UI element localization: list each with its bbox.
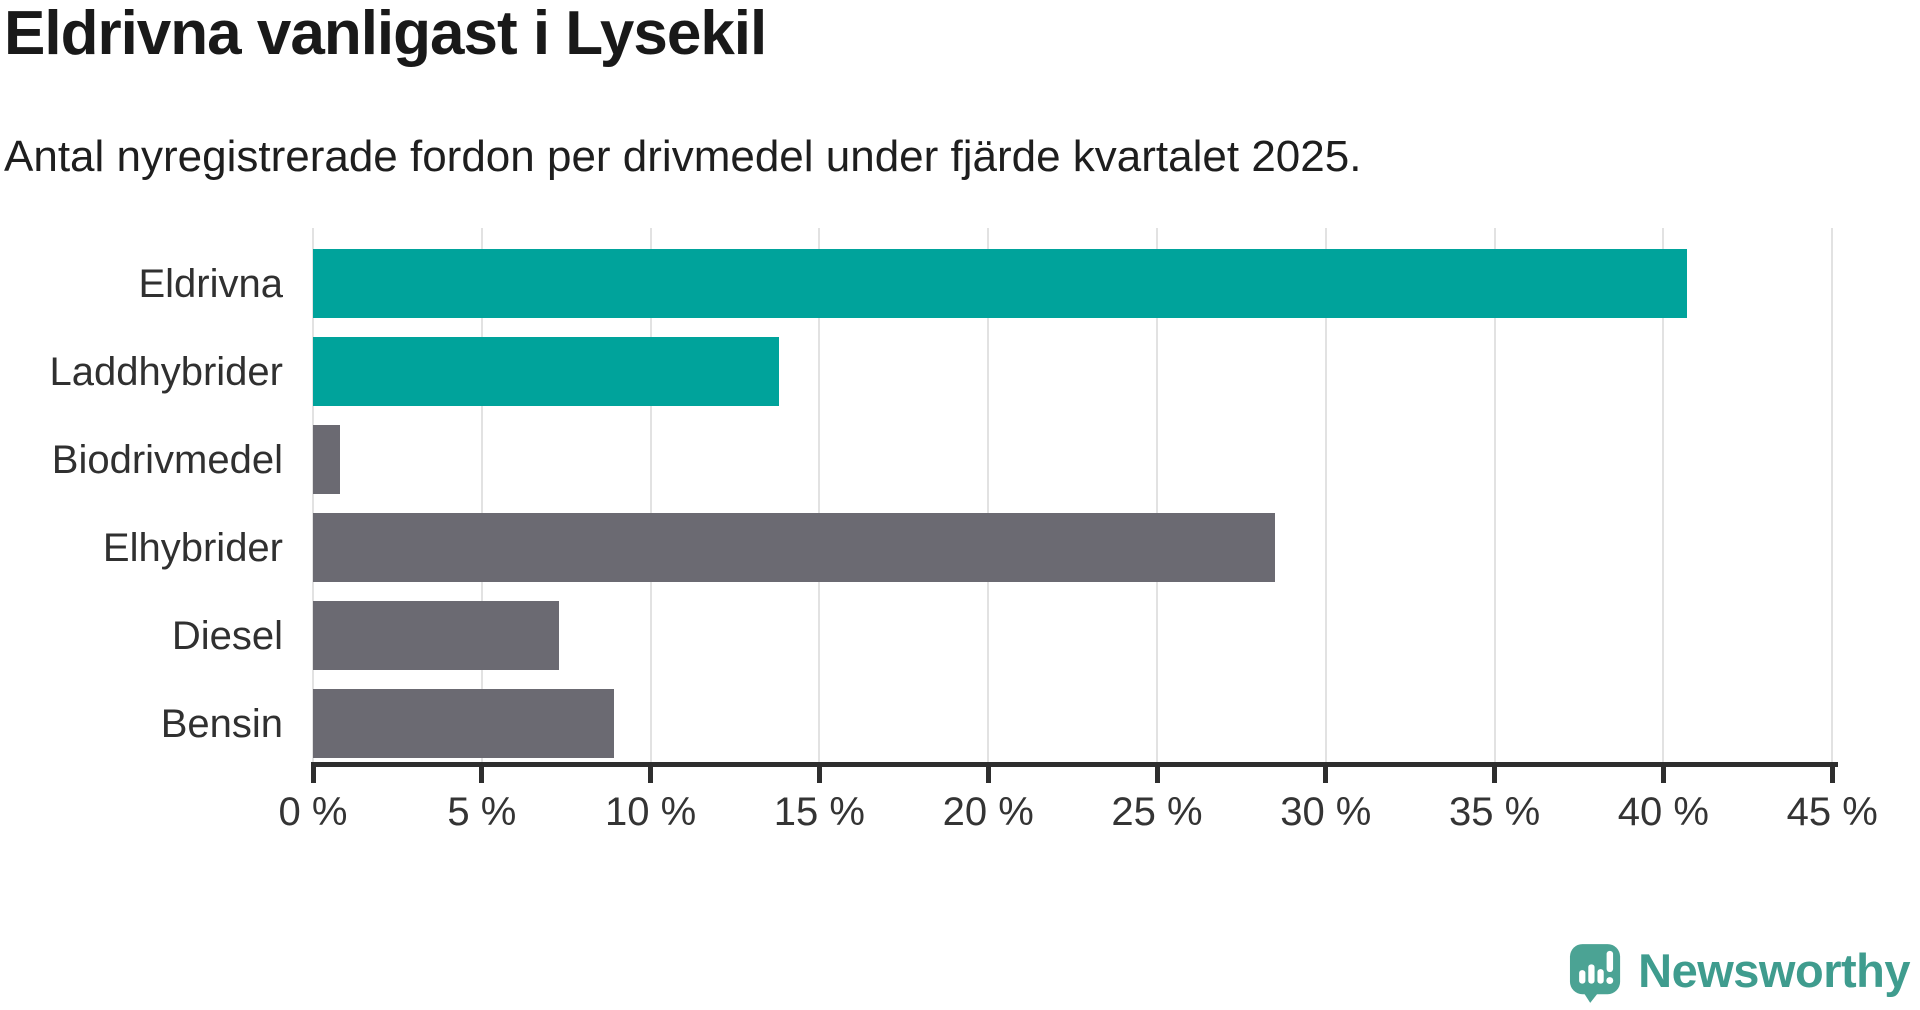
gridline: [480, 228, 483, 762]
category-label: Bensin: [160, 701, 283, 746]
gridline: [649, 228, 652, 762]
category-label: Elhybrider: [102, 525, 283, 570]
bar-elhybrider: [313, 513, 1276, 582]
gridline: [1324, 228, 1327, 762]
gridline: [1831, 228, 1834, 762]
x-tick-label: 35 %: [1449, 790, 1541, 834]
bar-biodrivmedel: [313, 425, 340, 494]
x-tick: [1660, 762, 1666, 783]
category-label: Eldrivna: [138, 261, 283, 306]
category-label: Biodrivmedel: [51, 437, 283, 482]
x-tick: [479, 762, 485, 783]
newsworthy-logo-text: Newsworthy: [1638, 944, 1910, 997]
gridline: [1493, 228, 1496, 762]
x-tick-label: 0 %: [278, 790, 348, 834]
category-label: Laddhybrider: [49, 349, 284, 394]
x-tick-label: 20 %: [942, 790, 1034, 834]
x-tick: [1492, 762, 1498, 783]
bar-diesel: [313, 601, 560, 670]
x-tick: [310, 762, 316, 783]
bar-eldrivna: [313, 249, 1687, 318]
chart-subtitle: Antal nyregistrerade fordon per drivmede…: [4, 132, 1362, 181]
gridline: [818, 228, 821, 762]
x-tick: [1154, 762, 1160, 783]
bar-bensin: [313, 689, 614, 758]
x-tick-label: 30 %: [1280, 790, 1372, 834]
x-tick: [648, 762, 654, 783]
x-tick-label: 15 %: [773, 790, 865, 834]
page-title: Eldrivna vanligast i Lysekil: [4, 0, 767, 68]
category-label: Diesel: [171, 613, 283, 658]
x-tick-label: 40 %: [1617, 790, 1709, 834]
x-tick: [1829, 762, 1835, 783]
x-tick-label: 45 %: [1786, 790, 1878, 834]
x-tick-label: 10 %: [605, 790, 697, 834]
x-tick-label: 25 %: [1111, 790, 1203, 834]
newsworthy-logo-icon: [1570, 944, 1621, 1003]
gridline: [1662, 228, 1665, 762]
x-axis-line: [311, 762, 1838, 767]
x-tick: [985, 762, 991, 783]
gridline: [1156, 228, 1158, 762]
newsworthy-logo: Newsworthy: [1569, 943, 1910, 1004]
gridline: [312, 228, 314, 762]
x-tick: [1323, 762, 1329, 783]
bar-laddhybrider: [313, 337, 779, 406]
x-tick: [816, 762, 822, 783]
plot-area: [312, 228, 1834, 762]
gridline: [987, 228, 990, 762]
x-tick-label: 5 %: [447, 790, 517, 834]
